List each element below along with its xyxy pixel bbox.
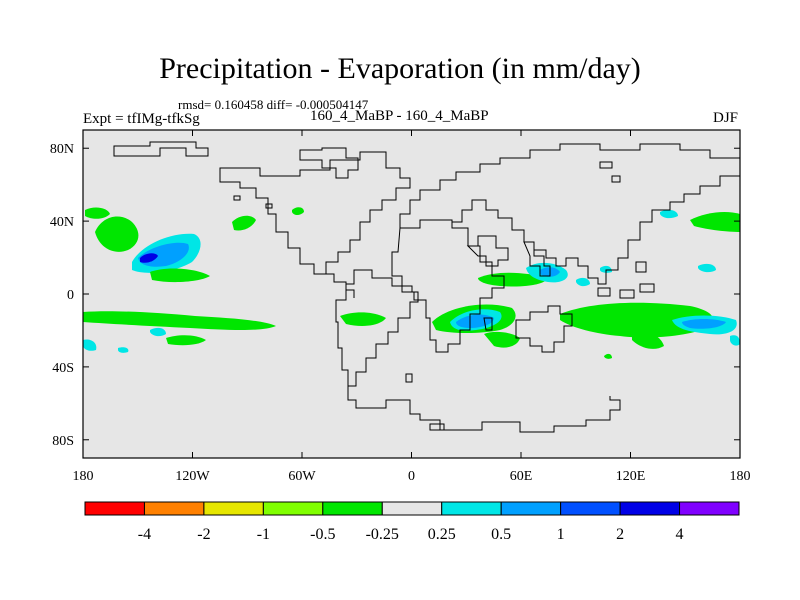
x-tick-label: 120W bbox=[175, 469, 210, 484]
y-tick-label: 0 bbox=[67, 288, 74, 303]
map-background bbox=[83, 130, 740, 458]
y-axis: 80N 40N 0 40S 80S bbox=[50, 142, 740, 449]
y-tick-label: 80N bbox=[50, 142, 74, 157]
coast-south-america bbox=[335, 269, 419, 387]
coast-arabia bbox=[466, 235, 509, 267]
coast-eurasia bbox=[399, 143, 740, 285]
colorbar-swatch bbox=[203, 501, 264, 516]
region-nw-pacific-cyan bbox=[660, 209, 678, 219]
x-tick-label: 0 bbox=[408, 469, 415, 484]
region-e-indian-cyan bbox=[576, 277, 590, 287]
coast-se-asia-islands bbox=[597, 283, 655, 299]
colorbar-swatch bbox=[143, 501, 205, 516]
colorbar-swatch bbox=[619, 501, 681, 516]
colorbar-swatch bbox=[84, 501, 145, 516]
region-n-pacific-green bbox=[95, 216, 139, 252]
region-c-pacific-green bbox=[232, 215, 256, 231]
colorbar-swatch bbox=[560, 501, 621, 516]
colorbar-label: -2 bbox=[197, 526, 210, 543]
region-w-pacific-cyan bbox=[698, 263, 716, 273]
coastlines bbox=[113, 141, 740, 433]
colorbar-label: 4 bbox=[676, 526, 684, 543]
colorbar-label: -1 bbox=[257, 526, 270, 543]
coast-greenland bbox=[299, 147, 359, 179]
region-c-pacific-green-2 bbox=[292, 207, 304, 215]
coast-central-america bbox=[326, 273, 355, 298]
region-nw-pacific-green bbox=[690, 212, 740, 232]
region-n-pacific-green-2 bbox=[85, 207, 110, 219]
region-n-pacific-core bbox=[140, 253, 158, 263]
colorbar-swatch bbox=[322, 501, 383, 516]
coast-antarctica bbox=[347, 386, 621, 433]
region-madagascar-green bbox=[484, 331, 520, 348]
season-label: DJF bbox=[713, 110, 739, 126]
chart-title: Precipitation - Evaporation (in mm/day) bbox=[159, 52, 641, 85]
region-s-indian-green-2 bbox=[632, 331, 664, 349]
coast-antarctic-bits bbox=[405, 373, 445, 431]
region-s-pacific-cyan-2 bbox=[150, 327, 166, 337]
coast-madagascar bbox=[483, 317, 493, 331]
experiment-label: Expt = tfIMg-tfkSg bbox=[83, 111, 200, 127]
colorbar-label: -0.5 bbox=[310, 526, 335, 543]
stats-line: rmsd= 0.160458 diff= -0.000504147 bbox=[178, 97, 369, 112]
colorbar-swatch bbox=[441, 501, 502, 516]
region-s-pacific-band bbox=[83, 311, 276, 330]
y-tick-label: 40S bbox=[52, 361, 74, 376]
region-tropic-cyan bbox=[600, 265, 612, 273]
x-tick-label: 180 bbox=[73, 469, 94, 484]
colorbar-label: 0.25 bbox=[428, 526, 456, 543]
region-s-atlantic-band bbox=[340, 312, 386, 326]
region-s-pacific-cyan bbox=[83, 339, 97, 351]
colorbar: -4 -2 -1 -0.5 -0.25 0.25 0.5 1 2 4 bbox=[84, 501, 740, 543]
colorbar-label: -0.25 bbox=[366, 526, 399, 543]
region-n-pacific-green-below bbox=[150, 268, 210, 283]
region-s-pacific-green-2 bbox=[166, 335, 206, 346]
coast-australia bbox=[515, 305, 573, 353]
region-s-pacific-cyan-3 bbox=[118, 347, 129, 353]
colorbar-swatch bbox=[262, 501, 324, 516]
colorbar-label: 1 bbox=[557, 526, 565, 543]
period-label: 160_4_MaBP - 160_4_MaBP bbox=[310, 108, 489, 124]
colorbar-swatch bbox=[381, 501, 443, 516]
x-tick-label: 180 bbox=[730, 469, 751, 484]
x-tick-label: 60W bbox=[288, 469, 316, 484]
coast-india bbox=[523, 241, 551, 277]
coast-small-islands bbox=[233, 161, 621, 209]
x-tick-label: 120E bbox=[616, 469, 646, 484]
region-sw-pacific-blue bbox=[682, 319, 726, 329]
colorbar-label: 2 bbox=[616, 526, 624, 543]
coast-japan bbox=[635, 261, 647, 273]
x-tick-label: 60E bbox=[510, 469, 533, 484]
colorbar-label: 0.5 bbox=[491, 526, 511, 543]
y-tick-label: 80S bbox=[52, 434, 74, 449]
colorbar-swatch bbox=[679, 501, 740, 516]
coast-north-america bbox=[219, 151, 411, 275]
colorbar-swatch bbox=[500, 501, 562, 516]
colorbar-label: -4 bbox=[138, 526, 151, 543]
x-axis: 180 120W 60W 0 60E 120E 180 bbox=[73, 130, 751, 484]
region-s-indian-band bbox=[560, 302, 714, 338]
region-far-sw-cyan bbox=[730, 335, 740, 346]
region-equator-green bbox=[604, 353, 612, 359]
field-layer bbox=[83, 207, 740, 359]
y-tick-label: 40N bbox=[50, 215, 74, 230]
coast-arctic-islands bbox=[113, 141, 209, 157]
